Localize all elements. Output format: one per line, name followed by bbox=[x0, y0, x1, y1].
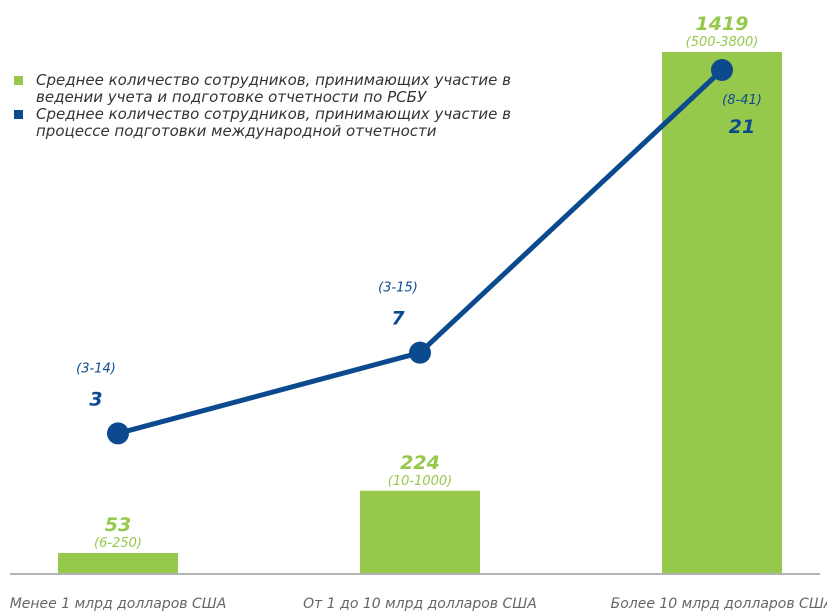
x-tick-label-0: Менее 1 млрд долларов США bbox=[10, 596, 227, 611]
line-value-label-2: 21 bbox=[729, 116, 755, 138]
bar-value-label-2: 1419 bbox=[696, 13, 749, 35]
bar-2 bbox=[662, 52, 782, 573]
line-range-label-1: (3-15) bbox=[378, 281, 418, 296]
legend-label-rsbu: Среднее количество сотрудников, принимаю… bbox=[36, 71, 511, 106]
legend-item-ifrs: Среднее количество сотрудников, принимаю… bbox=[14, 106, 554, 140]
bar-0 bbox=[58, 553, 178, 573]
line-point-0 bbox=[107, 422, 129, 445]
bar-range-label-0: (6-250) bbox=[94, 536, 142, 551]
line-point-1 bbox=[409, 341, 431, 364]
bar-value-label-1: 224 bbox=[400, 452, 440, 474]
bar-value-label-0: 53 bbox=[105, 514, 131, 536]
line-value-label-0: 3 bbox=[89, 388, 102, 410]
line-range-label-2: (8-41) bbox=[722, 93, 762, 108]
legend-label-ifrs: Среднее количество сотрудников, принимаю… bbox=[36, 105, 511, 140]
line-value-label-1: 7 bbox=[391, 308, 405, 330]
x-tick-label-2: Более 10 млрд долларов США bbox=[611, 596, 827, 611]
bar-range-label-2: (500-3800) bbox=[686, 35, 759, 50]
line-range-label-0: (3-14) bbox=[76, 361, 116, 376]
bar-range-label-1: (10-1000) bbox=[388, 474, 452, 489]
legend-swatch-ifrs bbox=[14, 110, 23, 119]
line-point-2 bbox=[711, 59, 733, 81]
legend: Среднее количество сотрудников, принимаю… bbox=[14, 72, 554, 140]
legend-item-rsbu: Среднее количество сотрудников, принимаю… bbox=[14, 72, 554, 106]
x-tick-label-1: От 1 до 10 млрд долларов США bbox=[303, 596, 537, 611]
bar-1 bbox=[360, 490, 480, 573]
legend-swatch-rsbu bbox=[14, 76, 23, 85]
